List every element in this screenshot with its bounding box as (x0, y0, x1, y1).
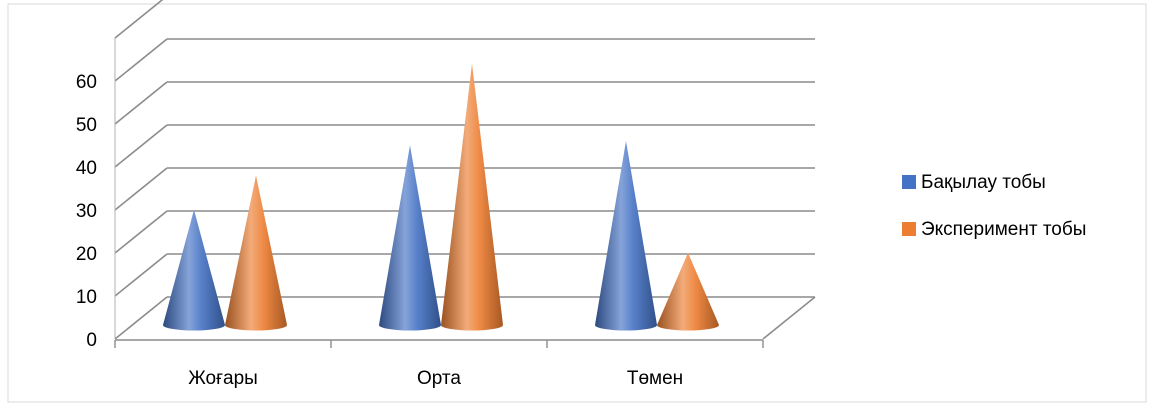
legend-label: Эксперимент тобы (921, 219, 1086, 240)
gridline-diagonal (114, 210, 168, 254)
gridline-diagonal (114, 296, 168, 340)
gridline-diagonal (114, 38, 168, 82)
cone-mark (657, 252, 719, 331)
y-tick-label: 30 (76, 201, 97, 222)
cone-1-1 (441, 63, 503, 331)
x-category-label: Төмен (627, 368, 683, 389)
y-axis-tick-labels: 0 10 20 30 40 50 60 (76, 72, 97, 351)
cone-0-0 (163, 209, 225, 331)
cone-mark (379, 145, 441, 331)
x-category-label: Жоғары (188, 368, 258, 389)
cone-mark (595, 141, 657, 331)
gridline-diagonal (114, 167, 168, 211)
y-tick-label: 60 (76, 72, 97, 93)
cone-0-2 (595, 141, 657, 331)
gridline-diagonal (114, 81, 168, 125)
cone-mark (441, 63, 503, 331)
legend-swatch (902, 175, 916, 189)
cone-1-0 (225, 175, 287, 331)
y-tick-label: 10 (76, 287, 97, 308)
x-category-label: Орта (417, 368, 461, 389)
cone-1-2 (657, 252, 719, 331)
cone-mark (225, 175, 287, 331)
legend-swatch (902, 222, 916, 236)
cone-0-1 (379, 145, 441, 331)
y-tick-label: 50 (76, 115, 97, 136)
cone-mark (163, 209, 225, 331)
legend: Бақылау тобы Эксперимент тобы (902, 172, 1086, 240)
floor-edge (762, 296, 816, 340)
cones (163, 63, 719, 331)
gridline-diagonal (114, 0, 164, 39)
x-axis-category-labels: Жоғары Орта Төмен (188, 368, 683, 389)
gridline-diagonal (114, 124, 168, 168)
y-tick-label: 20 (76, 244, 97, 265)
axes (114, 38, 764, 348)
y-tick-label: 40 (76, 158, 97, 179)
legend-label: Бақылау тобы (921, 172, 1046, 193)
gridline-diagonal (114, 253, 168, 297)
y-tick-label: 0 (86, 330, 97, 351)
